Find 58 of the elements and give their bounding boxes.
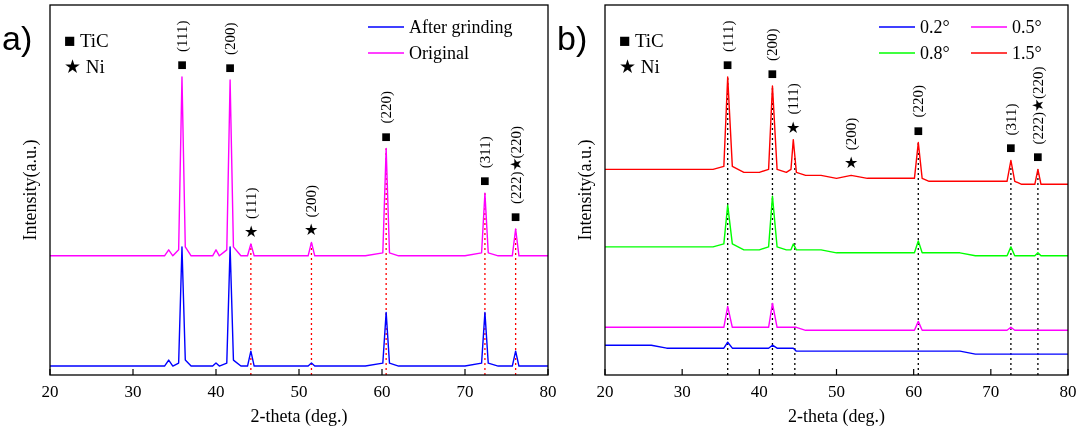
annotation: (200) xyxy=(843,117,861,151)
x-tick-label: 60 xyxy=(905,382,923,401)
y-axis-title: Intensity(a.u.) xyxy=(20,139,41,241)
annotation: (222)★(220) xyxy=(1029,66,1047,145)
legend-label: 0.8° xyxy=(920,43,950,63)
annotation: ■ xyxy=(480,172,490,190)
chart-title: a) xyxy=(2,19,33,57)
annotation: (111) xyxy=(785,83,803,115)
annotation: ■ xyxy=(1033,148,1043,166)
annotation: ■ xyxy=(225,58,235,76)
annotation: (200) xyxy=(303,184,321,218)
annotation: ■ xyxy=(722,56,733,73)
text: ■ TiC xyxy=(64,30,109,51)
x-tick-label: 50 xyxy=(290,382,308,401)
text: ★ Ni xyxy=(64,56,105,77)
x-tick-label: 70 xyxy=(456,382,474,401)
x-tick-label: 30 xyxy=(673,382,691,401)
text: ★ Ni xyxy=(619,56,660,77)
x-tick-label: 80 xyxy=(539,382,557,401)
annotation: (311) xyxy=(1002,103,1020,136)
legend-label: 0.2° xyxy=(920,17,950,37)
annotation: (311) xyxy=(476,136,494,169)
x-axis-title: 2-theta (deg.) xyxy=(788,406,885,427)
annotation: ■ xyxy=(767,64,778,82)
legend-label: Original xyxy=(409,43,469,63)
x-tick-label: 80 xyxy=(1059,382,1077,401)
x-tick-label: 40 xyxy=(207,382,225,401)
annotation: ★ xyxy=(304,221,319,239)
annotation: ■ xyxy=(381,127,391,145)
x-tick-label: 70 xyxy=(982,382,1000,401)
legend-label: 1.5° xyxy=(1012,43,1042,63)
x-tick-label: 20 xyxy=(41,382,59,401)
annotation: (222)★(220) xyxy=(507,125,525,204)
annotation: ■ xyxy=(177,56,187,73)
chart-title: b) xyxy=(557,19,588,57)
legend-label: 0.5° xyxy=(1012,17,1042,37)
annotation: (200) xyxy=(222,22,240,55)
legend-label: After grinding xyxy=(409,17,513,37)
annotation: ■ xyxy=(1006,139,1016,157)
x-tick-label: 30 xyxy=(124,382,142,401)
annotation: (200) xyxy=(764,28,782,61)
x-axis-title: 2-theta (deg.) xyxy=(250,406,348,427)
annotation: (111) xyxy=(173,20,191,52)
x-tick-label: 20 xyxy=(596,382,614,401)
annotation: (220) xyxy=(378,91,396,124)
text: ■ TiC xyxy=(619,30,664,51)
annotation: ■ xyxy=(913,121,924,139)
x-tick-label: 50 xyxy=(828,382,845,401)
annotation: ■ xyxy=(510,207,521,225)
annotation: ★ xyxy=(243,222,258,240)
annotation: (220) xyxy=(910,85,928,118)
annotation: ★ xyxy=(844,154,859,172)
x-tick-label: 40 xyxy=(750,382,768,401)
y-axis-title: Intensity(a.u.) xyxy=(575,139,596,241)
annotation: (111) xyxy=(242,187,260,219)
x-tick-label: 60 xyxy=(373,382,391,401)
annotation: (111) xyxy=(719,20,737,52)
annotation: ★ xyxy=(786,118,801,136)
